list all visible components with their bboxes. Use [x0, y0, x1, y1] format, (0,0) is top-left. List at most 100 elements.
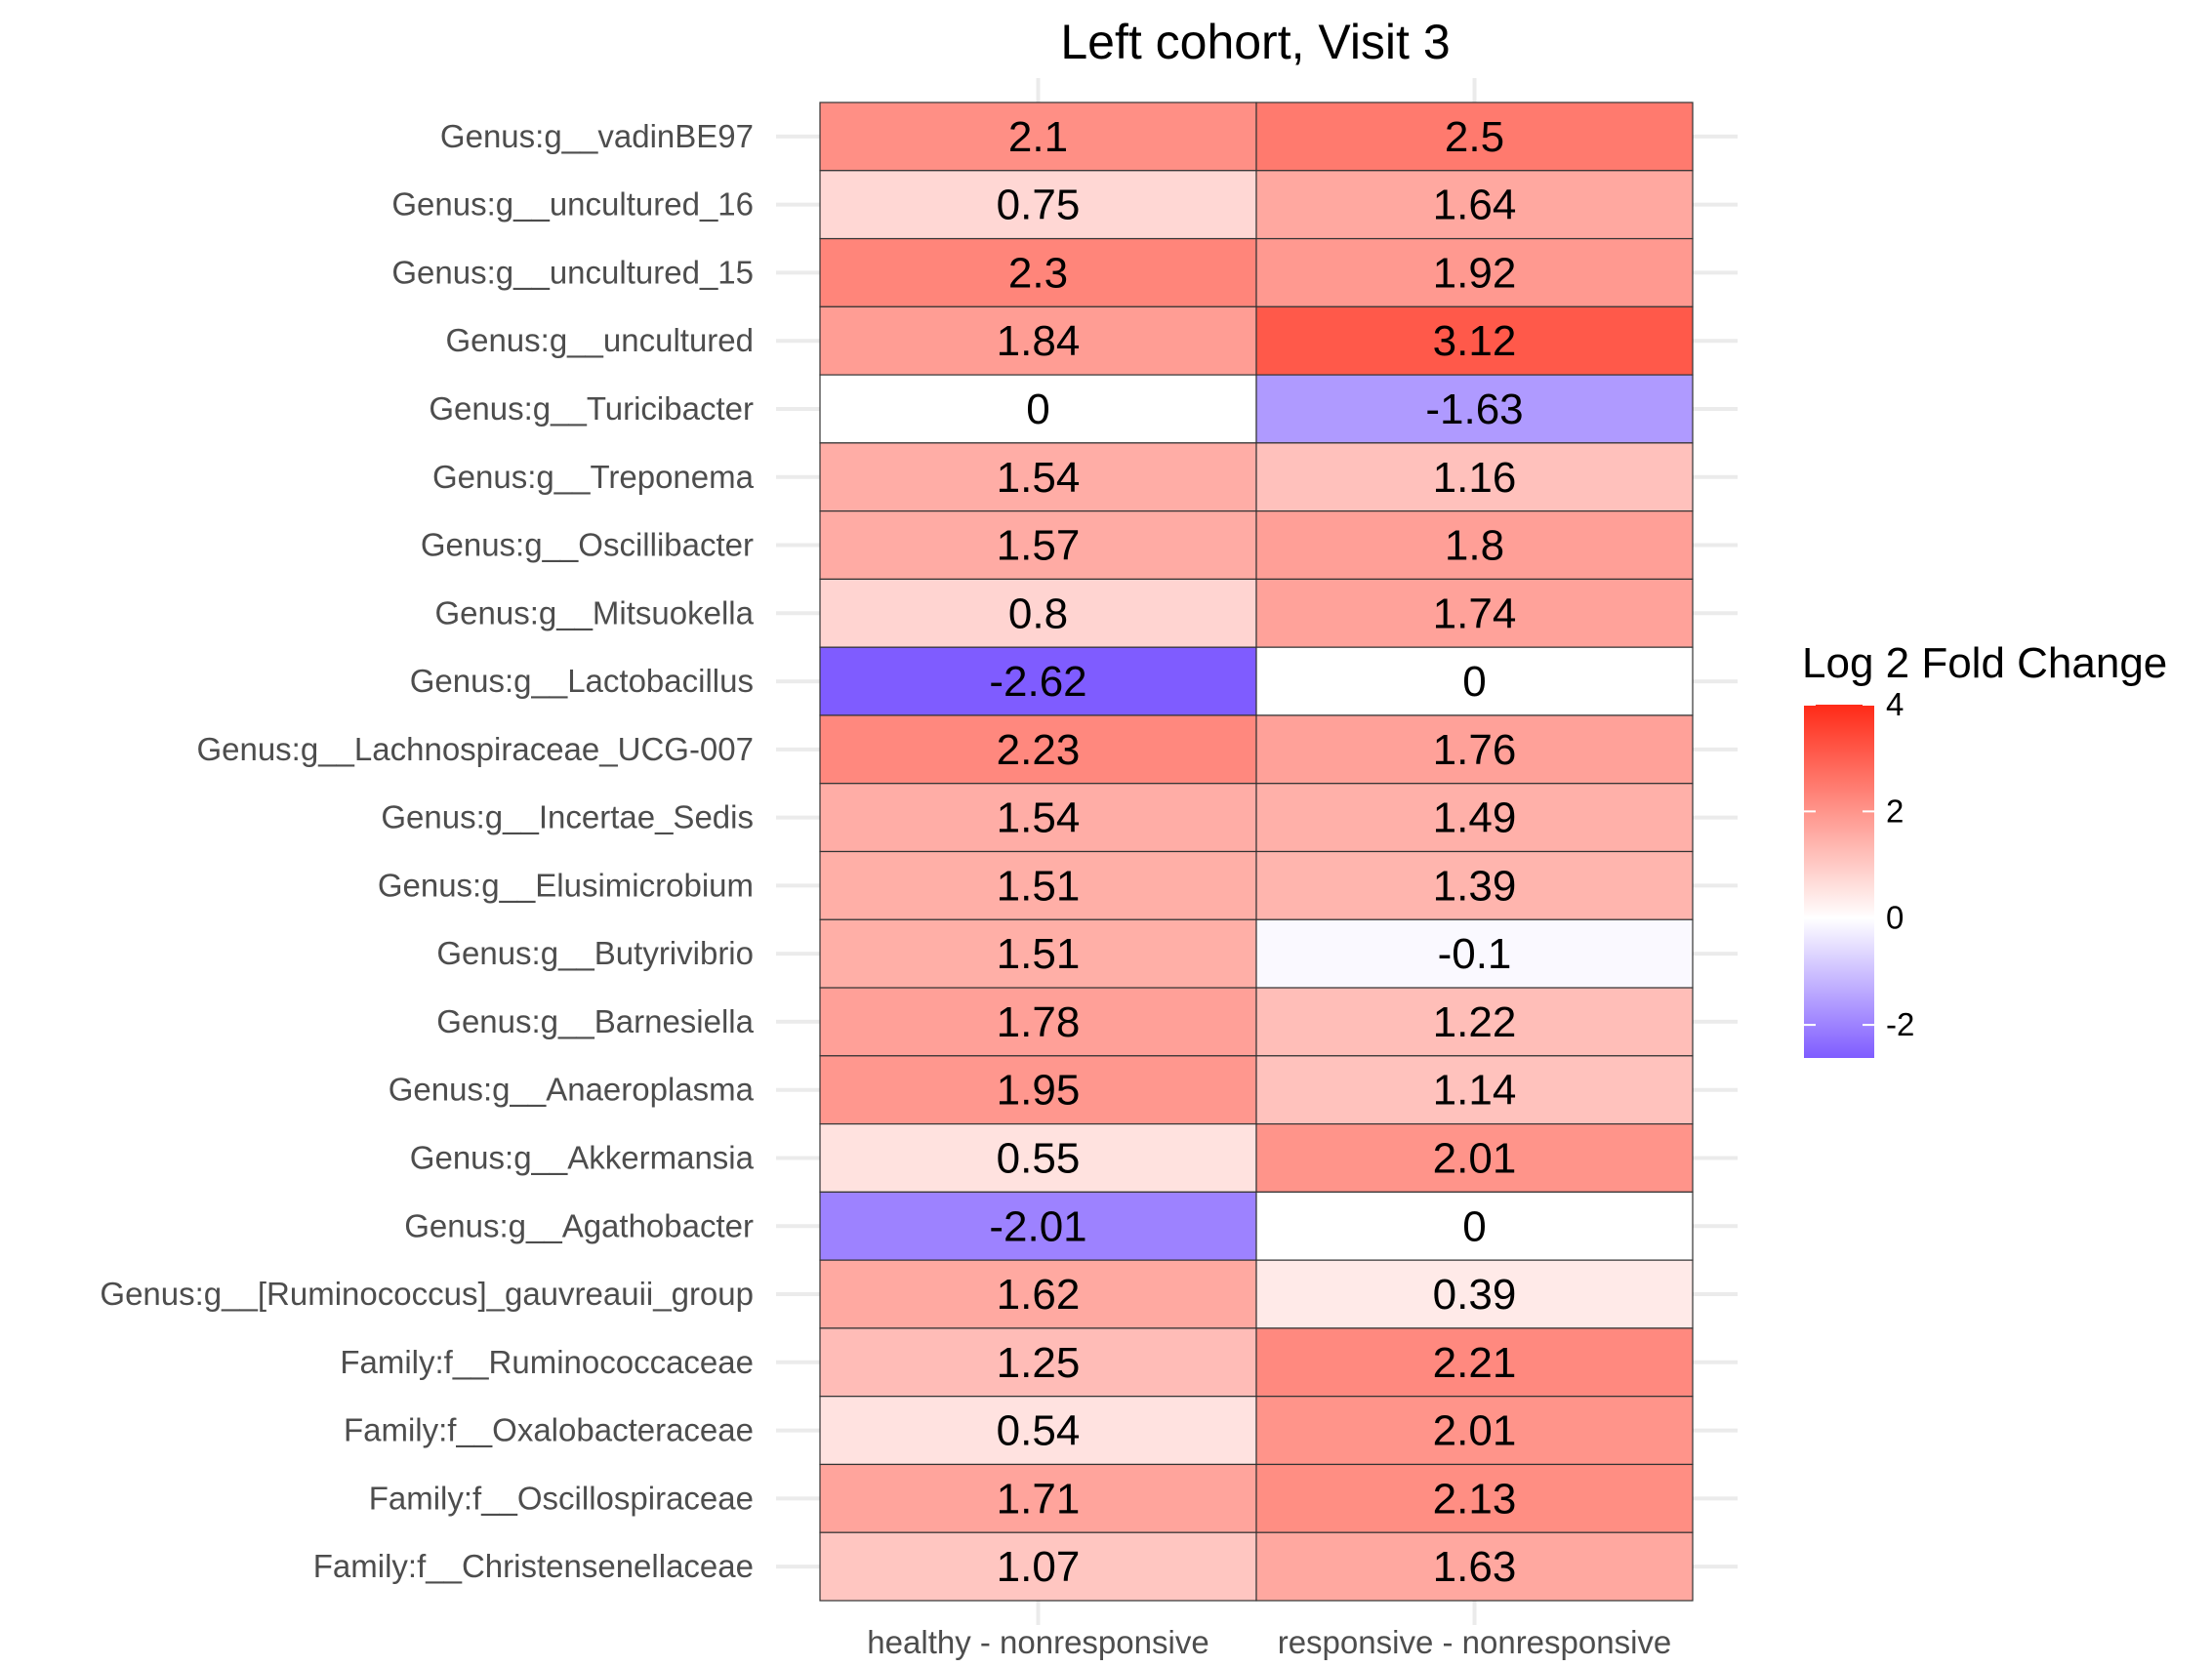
cell-value-label: 1.64	[1433, 182, 1517, 229]
legend-tick-label: -2	[1886, 1006, 1914, 1042]
heatmap-cell	[819, 1531, 1257, 1602]
y-tick-label: Genus:g__Turicibacter	[429, 390, 754, 427]
legend-title: Log 2 Fold Change	[1802, 639, 2167, 687]
heatmap-cell	[1255, 237, 1694, 307]
heatmap-cell	[1255, 305, 1694, 376]
y-tick-label: Genus:g__Anaeroplasma	[389, 1072, 755, 1108]
cell-value-label: 1.14	[1433, 1067, 1517, 1115]
cell-value-label: 2.5	[1445, 113, 1504, 161]
heatmap-cell	[1255, 1055, 1694, 1125]
y-tick-label: Genus:g__Akkermansia	[410, 1139, 755, 1175]
heatmap-cell	[819, 1055, 1257, 1125]
heatmap-cell	[819, 102, 1257, 172]
cell-value-label: 1.95	[997, 1067, 1081, 1115]
legend-color-bar	[1804, 705, 1874, 1058]
cell-value-label: 0	[1462, 1202, 1486, 1250]
cell-value-label: 1.39	[1433, 862, 1517, 910]
y-tick-label: Genus:g__uncultured_15	[391, 254, 754, 290]
y-tick-label: Family:f__Christensenellaceae	[313, 1548, 754, 1584]
y-tick-label: Genus:g__Barnesiella	[436, 1003, 754, 1039]
y-tick-label: Family:f__Oxalobacteraceae	[344, 1412, 754, 1448]
heatmap-cell	[1255, 442, 1694, 512]
heatmap-cell	[819, 305, 1257, 376]
heatmap-cell	[1255, 374, 1694, 444]
cell-value-label: 1.54	[997, 794, 1081, 842]
cell-value-label: 1.84	[997, 317, 1081, 365]
heatmap-cell	[819, 783, 1257, 853]
cell-value-label: -2.62	[989, 658, 1086, 706]
y-tick-label: Genus:g__Lachnospiraceae_UCG-007	[196, 731, 754, 767]
cell-value-label: -0.1	[1438, 930, 1512, 978]
heatmap-cell	[1255, 1531, 1694, 1602]
heatmap-cell	[1255, 1259, 1694, 1329]
cell-value-label: 2.21	[1433, 1339, 1517, 1387]
y-axis-tick-labels: Genus:g__vadinBE97 Genus:g__uncultured_16…	[100, 118, 754, 1584]
cell-value-label: 1.76	[1433, 726, 1517, 774]
cell-value-label: 3.12	[1433, 317, 1517, 365]
cell-value-label: 1.51	[997, 930, 1081, 978]
cell-value-label: 0	[1462, 658, 1486, 706]
cell-value-label: -1.63	[1425, 386, 1523, 433]
x-tick-label: responsive - nonresponsive	[1278, 1624, 1672, 1660]
heatmap-cell	[1255, 170, 1694, 240]
heatmap-cell	[1255, 987, 1694, 1057]
heatmap-cell	[1255, 1396, 1694, 1466]
heatmap-cell	[1255, 578, 1694, 648]
x-axis-tick-labels: healthy - nonresponsive responsive - nonr…	[867, 1624, 1671, 1660]
cell-value-label: 1.8	[1445, 522, 1504, 570]
heatmap-cell	[819, 714, 1257, 785]
cell-value-labels: 2.1 2.5 0.75 1.64 2.3 1.92 1.84 3.12 0 -1.63 1.54 1…	[989, 113, 1523, 1591]
legend-tick-label: 0	[1886, 900, 1904, 936]
heatmap-cell	[819, 510, 1257, 581]
heatmap-cell	[1255, 510, 1694, 581]
cell-value-label: 0	[1026, 386, 1049, 433]
cell-value-label: -2.01	[989, 1202, 1086, 1250]
cell-value-label: 2.01	[1433, 1407, 1517, 1455]
cell-value-label: 1.92	[1433, 249, 1517, 297]
y-tick-label: Genus:g__Butyrivibrio	[436, 935, 754, 971]
x-tick-label: healthy - nonresponsive	[867, 1624, 1208, 1660]
cell-value-label: 1.16	[1433, 454, 1517, 502]
y-tick-label: Genus:g__uncultured	[445, 322, 754, 358]
cell-value-label: 0.39	[1433, 1271, 1517, 1319]
heatmap-cell	[819, 646, 1257, 716]
color-legend: Log 2 Fold Change -2 0 2 4	[1802, 639, 2167, 1058]
heatmap-cell	[1255, 714, 1694, 785]
cell-value-label: 2.1	[1008, 113, 1068, 161]
cell-value-label: 0.8	[1008, 590, 1068, 637]
y-tick-label: Genus:g__Elusimicrobium	[378, 867, 754, 903]
cell-value-label: 1.54	[997, 454, 1081, 502]
heatmap-cell	[1255, 918, 1694, 989]
cell-value-label: 1.74	[1433, 590, 1517, 637]
heatmap-cell	[819, 374, 1257, 444]
heatmap-cell	[819, 1327, 1257, 1398]
heatmap-cell	[819, 578, 1257, 648]
heatmap-cell	[1255, 102, 1694, 172]
heatmap-cell	[819, 1191, 1257, 1261]
cell-value-label: 1.07	[997, 1543, 1081, 1591]
heatmap-cell	[819, 442, 1257, 512]
heatmap-cell	[1255, 850, 1694, 920]
cell-value-label: 1.78	[997, 998, 1081, 1046]
y-tick-label: Genus:g__Incertae_Sedis	[381, 799, 754, 835]
heatmap-cell	[1255, 646, 1694, 716]
cell-value-label: 1.71	[997, 1475, 1081, 1523]
cell-value-label: 1.57	[997, 522, 1081, 570]
y-tick-label: Family:f__Oscillospiraceae	[369, 1480, 754, 1516]
y-tick-label: Family:f__Ruminococcaceae	[340, 1344, 754, 1380]
cell-value-label: 1.49	[1433, 794, 1517, 842]
cell-value-label: 0.75	[997, 182, 1081, 229]
y-tick-label: Genus:g__Agathobacter	[404, 1207, 754, 1243]
heatmap-cell	[819, 170, 1257, 240]
cell-value-label: 2.23	[997, 726, 1081, 774]
heatmap-cell	[819, 1396, 1257, 1466]
cell-value-label: 0.55	[997, 1134, 1081, 1182]
heatmap-cells	[819, 102, 1694, 1602]
cell-value-label: 1.25	[997, 1339, 1081, 1387]
heatmap-cell	[1255, 1327, 1694, 1398]
legend-tick-label: 2	[1886, 793, 1904, 829]
chart-title: Left cohort, Visit 3	[1060, 15, 1450, 69]
cell-value-label: 2.3	[1008, 249, 1068, 297]
cell-value-label: 1.22	[1433, 998, 1517, 1046]
